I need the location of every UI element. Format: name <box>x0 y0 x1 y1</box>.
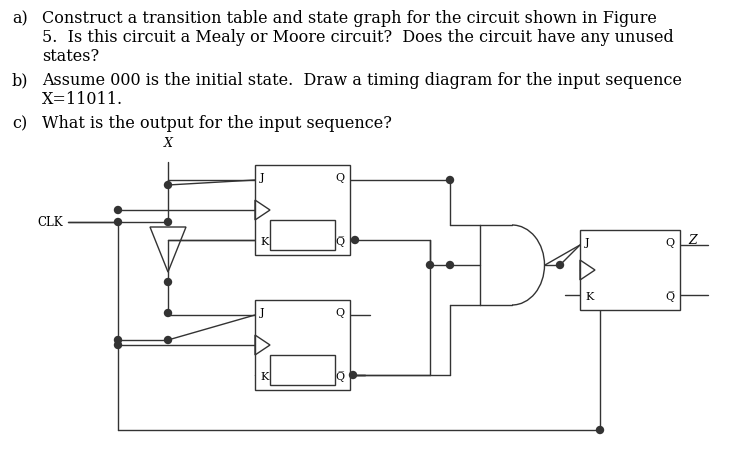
Circle shape <box>556 261 564 269</box>
Circle shape <box>164 309 172 317</box>
Circle shape <box>349 371 357 379</box>
Circle shape <box>446 177 454 183</box>
Text: J: J <box>260 173 265 183</box>
Text: b): b) <box>12 72 29 89</box>
Text: Q̅: Q̅ <box>336 371 345 382</box>
Circle shape <box>164 337 172 343</box>
Circle shape <box>164 182 172 188</box>
Circle shape <box>115 337 122 343</box>
Text: What is the output for the input sequence?: What is the output for the input sequenc… <box>42 115 392 132</box>
Bar <box>270 220 335 250</box>
Circle shape <box>352 236 358 244</box>
Circle shape <box>597 427 603 434</box>
Text: X: X <box>164 137 172 150</box>
Text: Q: Q <box>666 238 675 248</box>
Text: Q̅: Q̅ <box>666 291 675 302</box>
Text: Q: Q <box>336 308 345 318</box>
Circle shape <box>164 218 172 226</box>
Text: X=11011.: X=11011. <box>42 91 123 108</box>
Circle shape <box>115 218 122 226</box>
Circle shape <box>426 261 434 269</box>
Text: Construct a transition table and state graph for the circuit shown in Figure: Construct a transition table and state g… <box>42 10 657 27</box>
Text: Z: Z <box>688 234 697 247</box>
Text: 5.  Is this circuit a Mealy or Moore circuit?  Does the circuit have any unused: 5. Is this circuit a Mealy or Moore circ… <box>42 29 674 46</box>
Text: K: K <box>260 372 269 382</box>
Text: K: K <box>260 237 269 247</box>
Text: CLK: CLK <box>37 216 63 228</box>
Text: Q̅: Q̅ <box>336 236 345 247</box>
Circle shape <box>164 279 172 285</box>
Bar <box>270 355 335 385</box>
Text: J: J <box>260 308 265 318</box>
Text: Assume 000 is the initial state.  Draw a timing diagram for the input sequence: Assume 000 is the initial state. Draw a … <box>42 72 682 89</box>
Circle shape <box>115 207 122 213</box>
Text: states?: states? <box>42 48 99 65</box>
Text: a): a) <box>12 10 28 27</box>
Text: J: J <box>585 238 589 248</box>
Text: Q: Q <box>336 173 345 183</box>
Bar <box>580 230 680 310</box>
Bar <box>255 165 350 255</box>
Text: K: K <box>585 292 593 302</box>
Bar <box>255 300 350 390</box>
Circle shape <box>446 261 454 269</box>
Circle shape <box>115 342 122 348</box>
Text: c): c) <box>12 115 27 132</box>
